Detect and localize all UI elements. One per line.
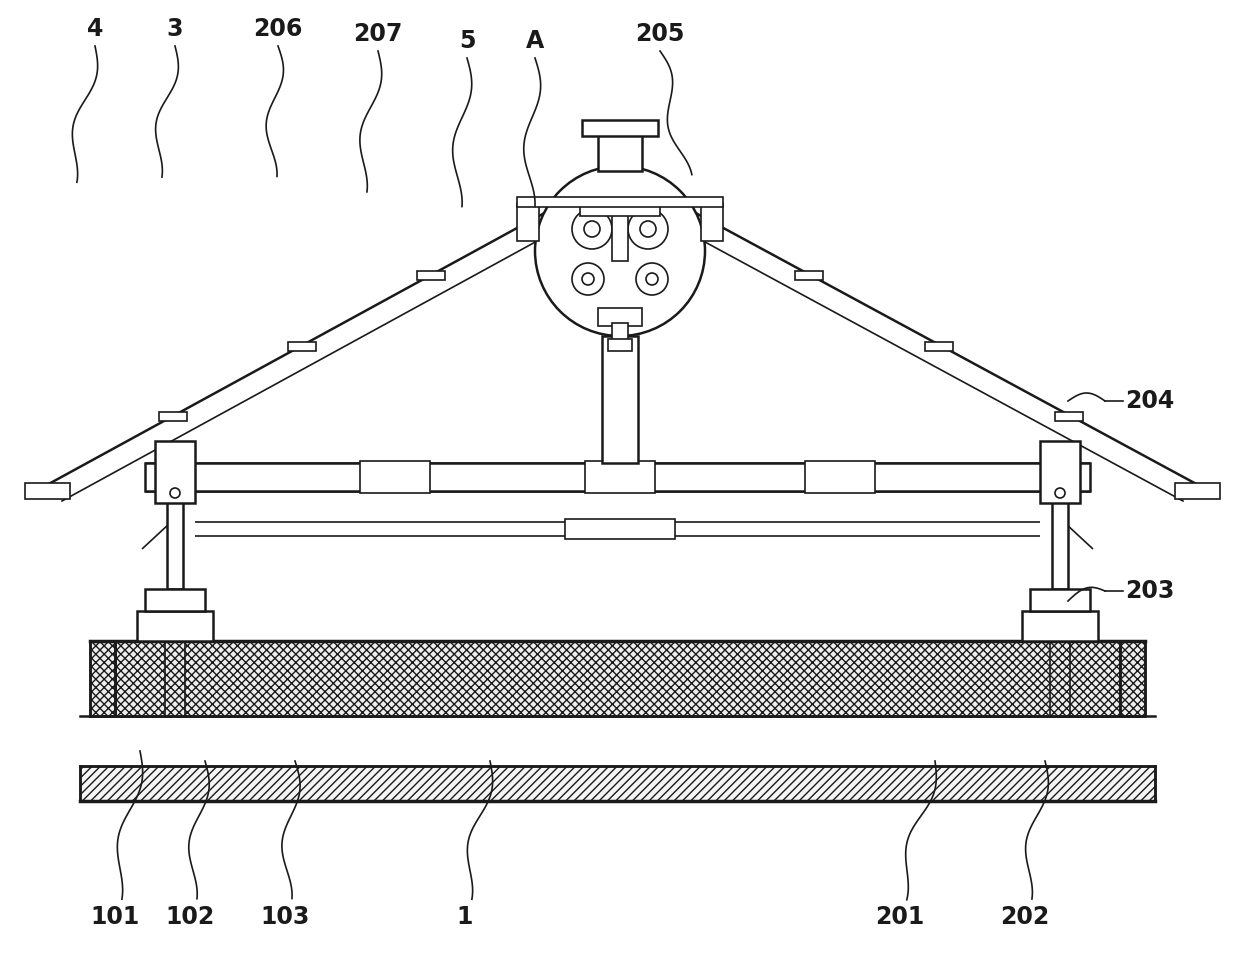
Bar bbox=[517, 197, 723, 207]
Circle shape bbox=[636, 263, 668, 295]
Bar bbox=[925, 342, 954, 351]
Bar bbox=[1022, 611, 1097, 641]
Bar bbox=[1040, 441, 1080, 503]
Bar bbox=[585, 461, 655, 493]
Circle shape bbox=[640, 221, 656, 237]
Text: 204: 204 bbox=[1125, 389, 1174, 413]
Bar bbox=[145, 463, 1090, 491]
Circle shape bbox=[584, 221, 600, 237]
Bar bbox=[155, 441, 195, 503]
Bar bbox=[159, 412, 187, 421]
Text: 5: 5 bbox=[459, 29, 475, 53]
Bar bbox=[517, 203, 539, 241]
Circle shape bbox=[572, 209, 613, 249]
Bar bbox=[1030, 589, 1090, 611]
Polygon shape bbox=[1120, 641, 1145, 716]
Text: A: A bbox=[526, 29, 544, 53]
Text: 206: 206 bbox=[253, 17, 303, 41]
Text: 101: 101 bbox=[91, 905, 140, 929]
Bar bbox=[1176, 483, 1220, 499]
Text: 202: 202 bbox=[1001, 905, 1049, 929]
Text: 201: 201 bbox=[875, 905, 925, 929]
Circle shape bbox=[170, 488, 180, 498]
Text: 4: 4 bbox=[87, 17, 103, 41]
Bar bbox=[360, 461, 430, 493]
Bar bbox=[136, 611, 213, 641]
Bar bbox=[580, 204, 660, 216]
Text: 1: 1 bbox=[456, 905, 474, 929]
Bar bbox=[565, 519, 675, 539]
Circle shape bbox=[572, 263, 604, 295]
Bar bbox=[582, 120, 658, 136]
Bar bbox=[805, 461, 875, 493]
Bar bbox=[145, 589, 205, 611]
Circle shape bbox=[534, 166, 706, 336]
Bar bbox=[417, 271, 445, 280]
Bar bbox=[1055, 412, 1083, 421]
Bar bbox=[81, 766, 1154, 801]
Bar bbox=[115, 641, 1120, 716]
Text: 207: 207 bbox=[353, 22, 403, 46]
Bar bbox=[613, 211, 627, 261]
Polygon shape bbox=[91, 641, 115, 716]
Text: 205: 205 bbox=[635, 22, 684, 46]
Bar bbox=[598, 126, 642, 171]
Text: 3: 3 bbox=[166, 17, 184, 41]
Bar bbox=[25, 483, 69, 499]
Circle shape bbox=[1055, 488, 1065, 498]
Bar bbox=[613, 323, 627, 341]
Circle shape bbox=[627, 209, 668, 249]
Bar bbox=[288, 342, 316, 351]
Bar bbox=[1052, 491, 1068, 589]
Bar bbox=[601, 336, 639, 463]
Bar bbox=[795, 271, 823, 280]
Bar bbox=[701, 203, 723, 241]
Bar bbox=[608, 339, 632, 351]
Circle shape bbox=[582, 273, 594, 285]
Text: 203: 203 bbox=[1125, 579, 1174, 603]
Circle shape bbox=[646, 273, 658, 285]
Text: 103: 103 bbox=[260, 905, 310, 929]
Bar bbox=[167, 491, 184, 589]
Text: 102: 102 bbox=[165, 905, 215, 929]
Bar bbox=[115, 641, 1120, 716]
Bar bbox=[598, 308, 642, 326]
